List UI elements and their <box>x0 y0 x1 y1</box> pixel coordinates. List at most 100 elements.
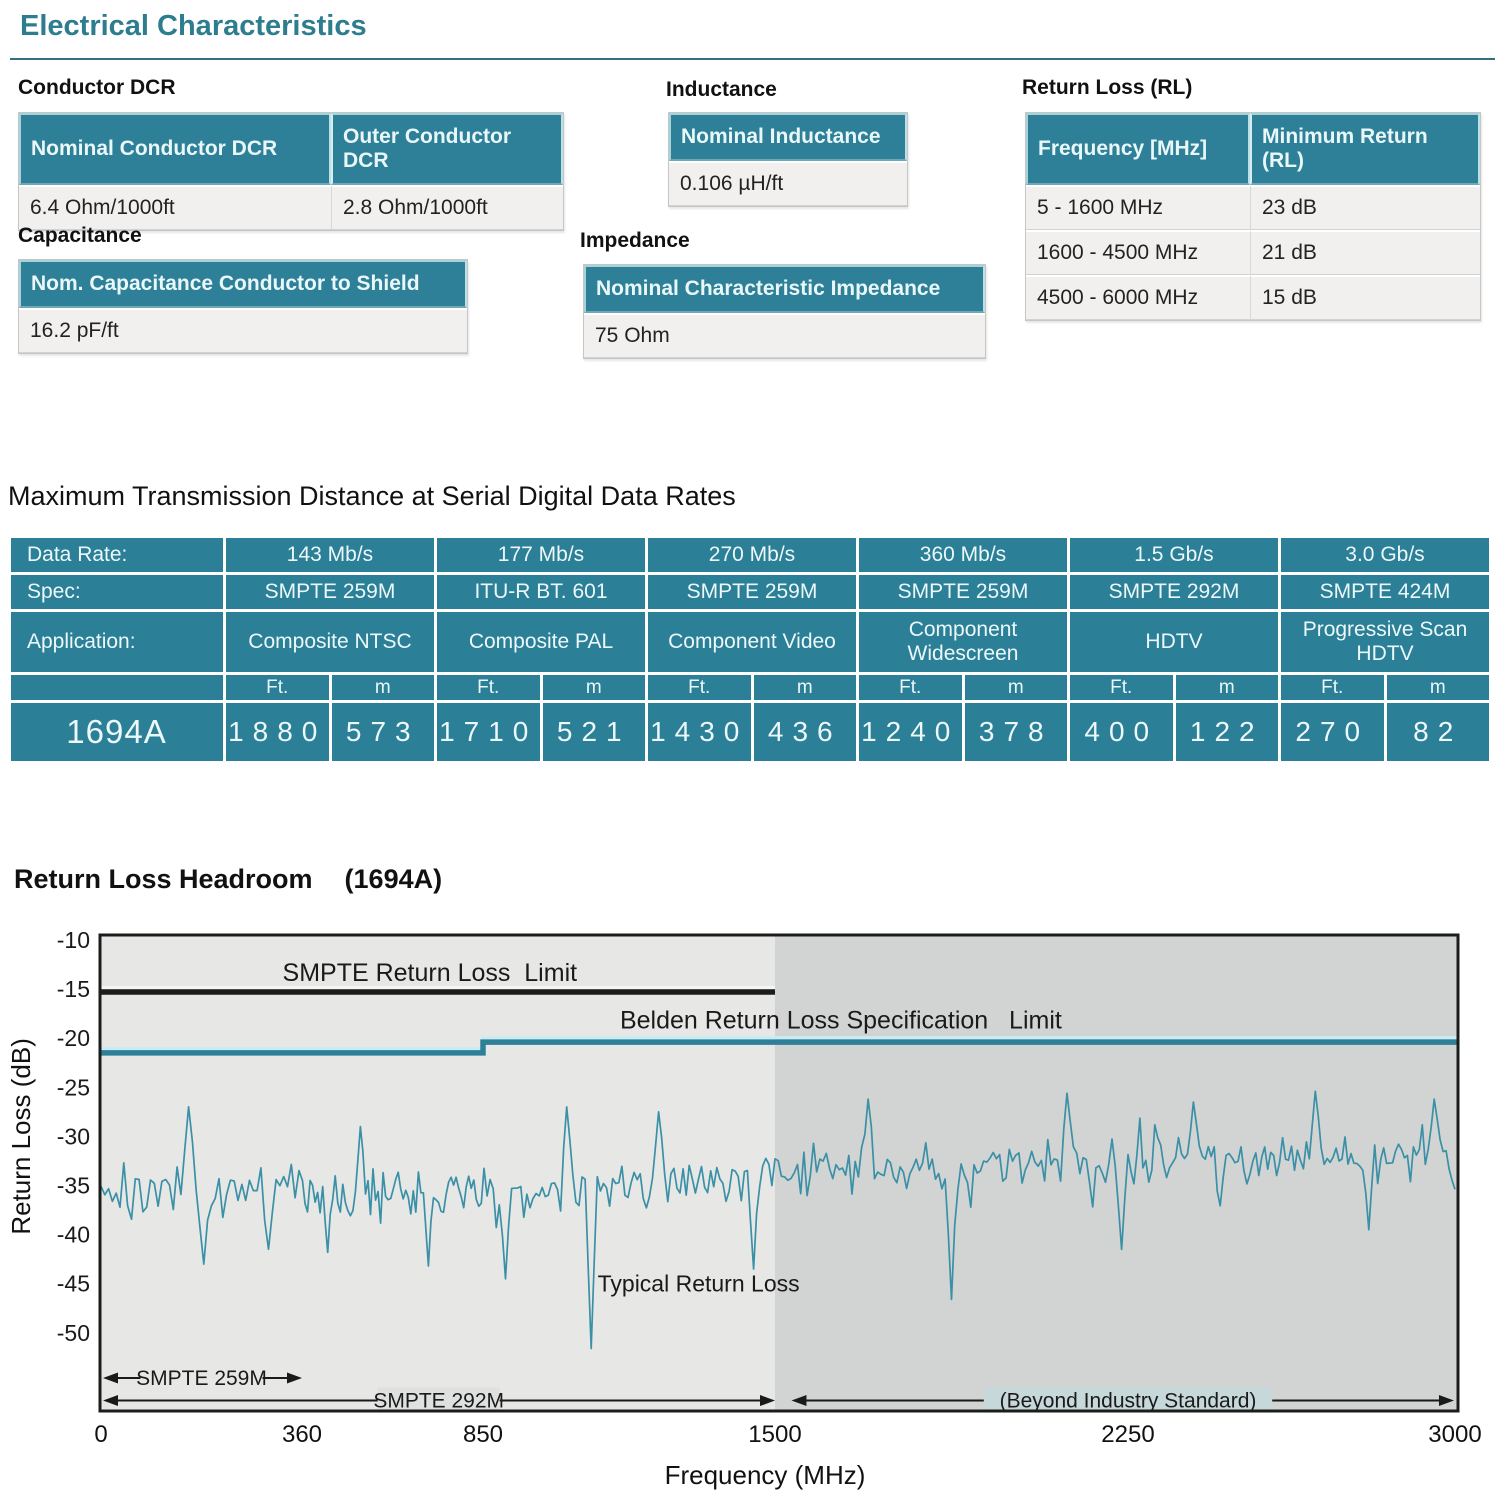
value-cell: 0.106 µH/ft <box>669 161 907 206</box>
table-row: 1694A 1880 573 1710 521 1430 436 1240 37… <box>11 703 1489 761</box>
y-tick-label: -25 <box>57 1074 90 1100</box>
title-rule <box>10 58 1495 60</box>
typical-trace-label: Typical Return Loss <box>598 1271 800 1297</box>
table-row: 5 - 1600 MHz 23 dB <box>1026 185 1480 230</box>
value-cell: 6.4 Ohm/1000ft <box>19 185 331 230</box>
beyond-std-range-label-bg <box>983 1387 1273 1413</box>
x-tick-label: 0 <box>94 1421 107 1448</box>
value-cell: 1710 <box>437 703 540 761</box>
capacitance-label: Capacitance <box>18 224 142 247</box>
header-cell: Frequency [MHz] <box>1026 113 1250 185</box>
rate-cell: 270 Mb/s <box>648 538 856 572</box>
rate-cell: 360 Mb/s <box>859 538 1067 572</box>
header-cell: Nominal Characteristic Impedance <box>584 265 985 313</box>
y-tick-label: -35 <box>57 1173 90 1199</box>
unit-cell: Ft. <box>226 675 329 700</box>
value-cell: 21 dB <box>1250 230 1480 275</box>
impedance-label: Impedance <box>580 229 690 252</box>
app-cell: Progressive Scan HDTV <box>1281 612 1489 672</box>
product-cell: 1694A <box>11 703 223 761</box>
typical-return-loss-trace <box>100 1090 1456 1350</box>
header-cell: Nominal Inductance <box>669 113 907 161</box>
value-cell: 400 <box>1070 703 1173 761</box>
spec-cell: SMPTE 259M <box>226 575 434 609</box>
arrowhead-left-icon <box>103 1372 118 1384</box>
app-cell: HDTV <box>1070 612 1278 672</box>
unit-cell: Ft. <box>648 675 751 700</box>
value-cell: 1600 - 4500 MHz <box>1026 230 1250 275</box>
y-tick-label: -40 <box>57 1222 90 1248</box>
x-tick-label: 850 <box>463 1421 503 1448</box>
belden-limit-label: Belden Return Loss Specification Limit <box>620 1006 1062 1034</box>
app-cell: Component Video <box>648 612 856 672</box>
unit-cell: Ft. <box>1281 675 1384 700</box>
y-tick-label: -30 <box>57 1123 90 1149</box>
arrowhead-right-icon <box>1439 1395 1454 1407</box>
value-cell: 1430 <box>648 703 751 761</box>
chart-title: Return Loss Headroom (1694A) <box>14 864 442 895</box>
rate-cell: 3.0 Gb/s <box>1281 538 1489 572</box>
x-tick-label: 1500 <box>748 1421 801 1448</box>
header-cell: Outer Conductor DCR <box>331 113 563 185</box>
unit-cell: m <box>331 675 434 700</box>
unit-cell: Ft. <box>437 675 540 700</box>
page-title: Electrical Characteristics <box>20 10 367 42</box>
rate-cell: 1.5 Gb/s <box>1070 538 1278 572</box>
return-loss-chart: -10 -15 -20 -25 -30 -35 -40 -45 -50 Return Loss (… <box>6 928 1482 1490</box>
value-cell: 521 <box>542 703 645 761</box>
value-cell: 82 <box>1386 703 1489 761</box>
value-cell: 23 dB <box>1250 185 1480 230</box>
chart-title-text: Return Loss Headroom <box>14 864 313 894</box>
return-loss-label: Return Loss (RL) <box>1022 76 1193 99</box>
spec-cell: SMPTE 259M <box>859 575 1067 609</box>
x-tick-label: 2250 <box>1101 1421 1154 1448</box>
value-cell: 5 - 1600 MHz <box>1026 185 1250 230</box>
value-cell: 122 <box>1175 703 1278 761</box>
value-cell: 15 dB <box>1250 275 1480 320</box>
unit-cell: m <box>1175 675 1278 700</box>
y-tick-label: -10 <box>57 928 90 953</box>
arrowhead-right-icon <box>287 1372 302 1384</box>
x-axis-title: Frequency (MHz) <box>665 1460 866 1490</box>
unit-cell: Ft. <box>1070 675 1173 700</box>
row-label <box>11 675 223 700</box>
spec-cell: SMPTE 259M <box>648 575 856 609</box>
unit-cell: m <box>542 675 645 700</box>
value-cell: 270 <box>1281 703 1384 761</box>
spec-cell: SMPTE 424M <box>1281 575 1489 609</box>
y-axis-title: Return Loss (dB) <box>6 1038 36 1235</box>
beyond-std-range-label: (Beyond Industry Standard) <box>1000 1390 1257 1413</box>
value-cell: 75 Ohm <box>584 313 985 358</box>
x-tick-label: 3000 <box>1428 1421 1481 1448</box>
row-label: Spec: <box>11 575 223 609</box>
table-row: 4500 - 6000 MHz 15 dB <box>1026 275 1480 320</box>
arrowhead-right-icon <box>760 1395 775 1407</box>
table-row: Spec: SMPTE 259M ITU-R BT. 601 SMPTE 259… <box>11 575 1489 609</box>
table-row: 1600 - 4500 MHz 21 dB <box>1026 230 1480 275</box>
capacitance-table: Nom. Capacitance Conductor to Shield 16.… <box>18 259 468 354</box>
spec-cell: SMPTE 292M <box>1070 575 1278 609</box>
value-cell: 436 <box>753 703 856 761</box>
app-cell: Composite NTSC <box>226 612 434 672</box>
app-cell: Composite PAL <box>437 612 645 672</box>
inductance-table: Nominal Inductance 0.106 µH/ft <box>668 112 908 207</box>
max-distance-table: Data Rate: 143 Mb/s 177 Mb/s 270 Mb/s 36… <box>8 535 1492 764</box>
chart-title-suffix: (1694A) <box>344 864 443 894</box>
app-cell: Component Widescreen <box>859 612 1067 672</box>
smpte-limit-label: SMPTE Return Loss Limit <box>283 959 578 987</box>
y-tick-label: -20 <box>57 1025 90 1051</box>
row-label: Data Rate: <box>11 538 223 572</box>
belden-limit-line <box>100 1039 1458 1056</box>
unit-cell: Ft. <box>859 675 962 700</box>
value-cell: 378 <box>964 703 1067 761</box>
industry-standard-region <box>100 935 775 1411</box>
impedance-table: Nominal Characteristic Impedance 75 Ohm <box>583 264 986 359</box>
value-cell: 573 <box>331 703 434 761</box>
value-cell: 1240 <box>859 703 962 761</box>
spec-cell: ITU-R BT. 601 <box>437 575 645 609</box>
arrowhead-left-icon <box>103 1395 118 1407</box>
smpte-292m-range-label: SMPTE 292M <box>373 1390 504 1413</box>
row-label: Application: <box>11 612 223 672</box>
unit-cell: m <box>753 675 856 700</box>
table-row: Data Rate: 143 Mb/s 177 Mb/s 270 Mb/s 36… <box>11 538 1489 572</box>
